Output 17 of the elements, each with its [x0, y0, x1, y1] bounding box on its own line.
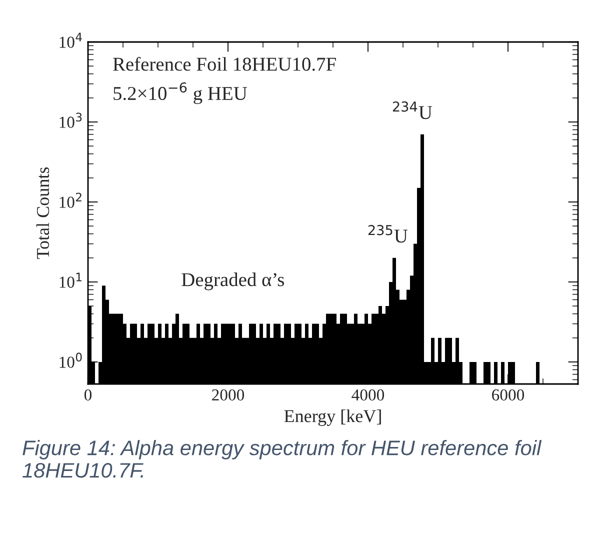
y-tick-label: 10$^{1}$	[60, 272, 82, 288]
annotation: Reference Foil 18HEU10.7F	[113, 56, 336, 71]
x-tick-label: 4000	[352, 389, 384, 401]
y-axis-title: Total Counts	[36, 167, 50, 259]
y-tick-label: 10$^{0}$	[60, 352, 82, 368]
annotation: 5.2×10$^{−6}$ g HEU	[114, 82, 247, 104]
x-tick-label: 6000	[492, 389, 524, 401]
caption: Figure 14: Alpha energy spectrum for HEU reference foil 18HEU10.7F.	[22, 440, 542, 478]
x-tick-label: 0	[84, 389, 92, 401]
annotation: $^{234}$U	[392, 101, 432, 120]
annotation: $^{235}$U	[368, 224, 408, 243]
x-axis-title: Energy [keV]	[284, 410, 381, 426]
x-tick-label: 2000	[212, 389, 244, 401]
y-tick-label: 10$^{4}$	[60, 32, 82, 48]
annotation: Degraded α’s	[182, 272, 284, 290]
y-tick-label: 10$^{3}$	[60, 112, 82, 128]
y-tick-label: 10$^{2}$	[60, 192, 82, 208]
